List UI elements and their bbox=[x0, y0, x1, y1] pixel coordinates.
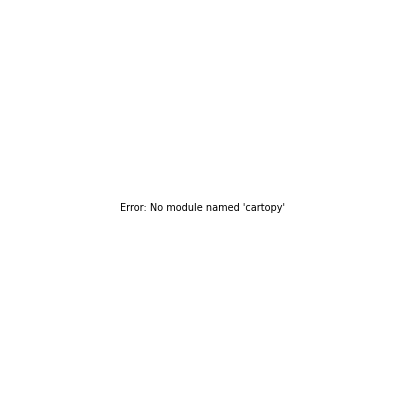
Text: Error: No module named 'cartopy': Error: No module named 'cartopy' bbox=[120, 203, 284, 213]
